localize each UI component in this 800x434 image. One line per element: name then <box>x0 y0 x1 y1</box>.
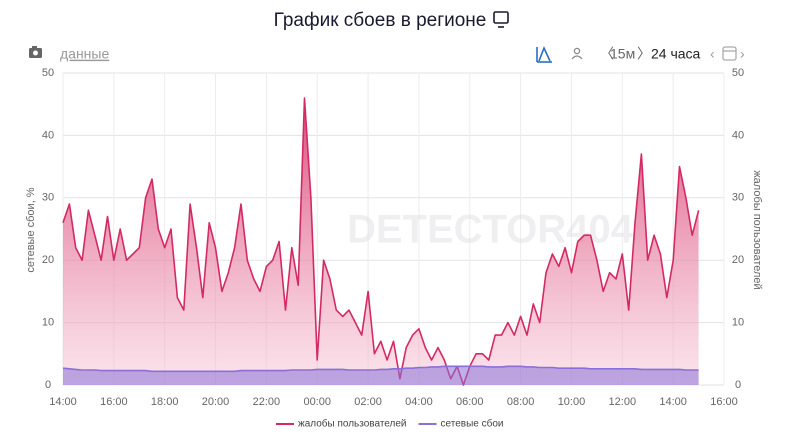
x-tick-label: 22:00 <box>253 396 281 408</box>
arrow-right[interactable]: 〉 <box>637 46 651 62</box>
y2-tick-label: 30 <box>732 192 744 204</box>
chart-title: График сбоев в регионе <box>274 10 487 31</box>
y-tick-label: 30 <box>42 192 54 204</box>
y-tick-label: 20 <box>42 254 54 266</box>
y2-tick-label: 40 <box>732 129 744 141</box>
y2-tick-label: 0 <box>735 379 741 391</box>
y-tick-label: 10 <box>42 317 54 329</box>
calendar-icon[interactable] <box>722 46 737 61</box>
area <box>63 98 699 385</box>
x-tick-label: 18:00 <box>151 396 179 408</box>
x-tick-label: 04:00 <box>405 396 433 408</box>
arrow-left[interactable]: 〈 <box>600 46 614 62</box>
user-icon[interactable] <box>571 47 583 60</box>
x-tick-label: 08:00 <box>507 396 535 408</box>
legend: жалобы пользователей сетевые сбои <box>276 418 504 430</box>
y-tick-label: 50 <box>42 67 54 79</box>
y-tick-label: 0 <box>45 379 51 391</box>
x-tick-label: 16:00 <box>100 396 128 408</box>
x-tick-label: 16:00 <box>710 396 738 408</box>
x-tick-label: 14:00 <box>659 396 687 408</box>
y-axis-title: сетевые сбои, % <box>25 187 37 272</box>
x-tick-label: 00:00 <box>303 396 331 408</box>
x-tick-label: 02:00 <box>354 396 382 408</box>
area <box>63 366 699 385</box>
interval[interactable]: 15м <box>610 46 635 62</box>
y2-tick-label: 20 <box>732 254 744 266</box>
prev-day[interactable]: ‹ <box>710 46 715 62</box>
y-tick-label: 40 <box>42 129 54 141</box>
period[interactable]: 24 часа <box>651 46 701 62</box>
line <box>62 365 699 373</box>
x-tick-label: 12:00 <box>609 396 637 408</box>
y2-axis-title: жалобы пользователей <box>751 170 763 289</box>
legend-label: сетевые сбои <box>441 418 504 430</box>
monitor-icon <box>493 11 509 28</box>
x-tick-label: 10:00 <box>558 396 586 408</box>
line <box>62 97 700 386</box>
x-tick-label: 06:00 <box>456 396 484 408</box>
x-tick-label: 20:00 <box>202 396 230 408</box>
camera-icon[interactable] <box>29 46 42 58</box>
x-tick-label: 14:00 <box>49 396 77 408</box>
y2-tick-label: 10 <box>732 317 744 329</box>
next-day[interactable]: › <box>740 46 745 62</box>
y2-tick-label: 50 <box>732 67 744 79</box>
data-link[interactable]: данные <box>60 46 109 62</box>
chart-mode-icon[interactable] <box>536 45 552 63</box>
legend-label: жалобы пользователей <box>298 418 407 430</box>
